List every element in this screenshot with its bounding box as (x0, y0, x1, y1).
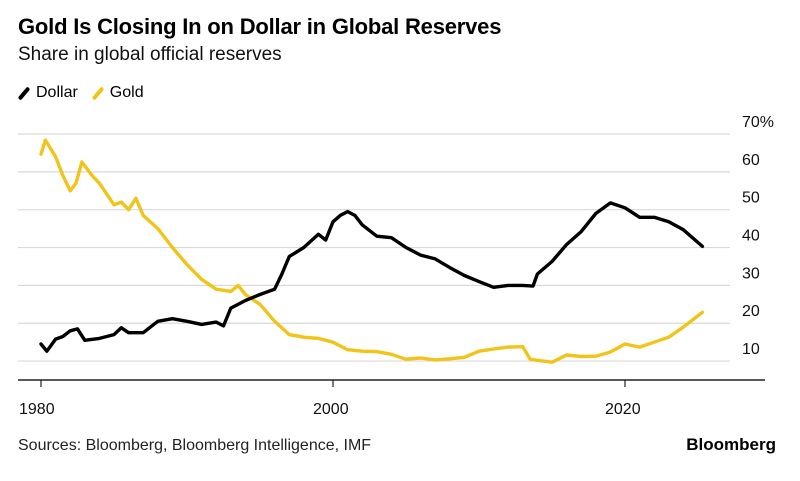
brand-logo: Bloomberg (686, 435, 776, 454)
series-line-dollar (39, 201, 705, 353)
source-note: Sources: Bloomberg, Bloomberg Intelligen… (18, 437, 372, 454)
y-tick-label: 10 (742, 341, 760, 358)
legend: Dollar Gold (17, 84, 152, 102)
legend-item-dollar: Dollar (17, 84, 78, 102)
legend-item-gold: Gold (91, 84, 144, 102)
y-tick-label: 60 (742, 152, 760, 169)
y-tick-label: 50 (742, 190, 760, 207)
gridlines (18, 133, 730, 362)
y-tick-label: 20 (742, 303, 760, 320)
legend-label-gold: Gold (109, 84, 144, 101)
y-tick-label: 30 (742, 265, 760, 282)
x-tick-label: 2020 (605, 401, 641, 418)
y-tick-label: 40 (742, 228, 760, 245)
chart-subtitle: Share in global official reserves (18, 44, 282, 65)
legend-label-dollar: Dollar (36, 84, 78, 101)
x-tick-label: 2000 (313, 401, 349, 418)
series-lines (39, 138, 705, 364)
y-axis: 10 20 30 40 50 60 70% (742, 114, 774, 358)
x-tick-label: 1980 (19, 401, 55, 418)
x-axis: 1980 2000 2020 (18, 379, 765, 418)
series-line-gold (39, 138, 705, 364)
y-tick-label: 70% (742, 114, 774, 131)
chart-title: Gold Is Closing In on Dollar in Global R… (18, 14, 502, 39)
